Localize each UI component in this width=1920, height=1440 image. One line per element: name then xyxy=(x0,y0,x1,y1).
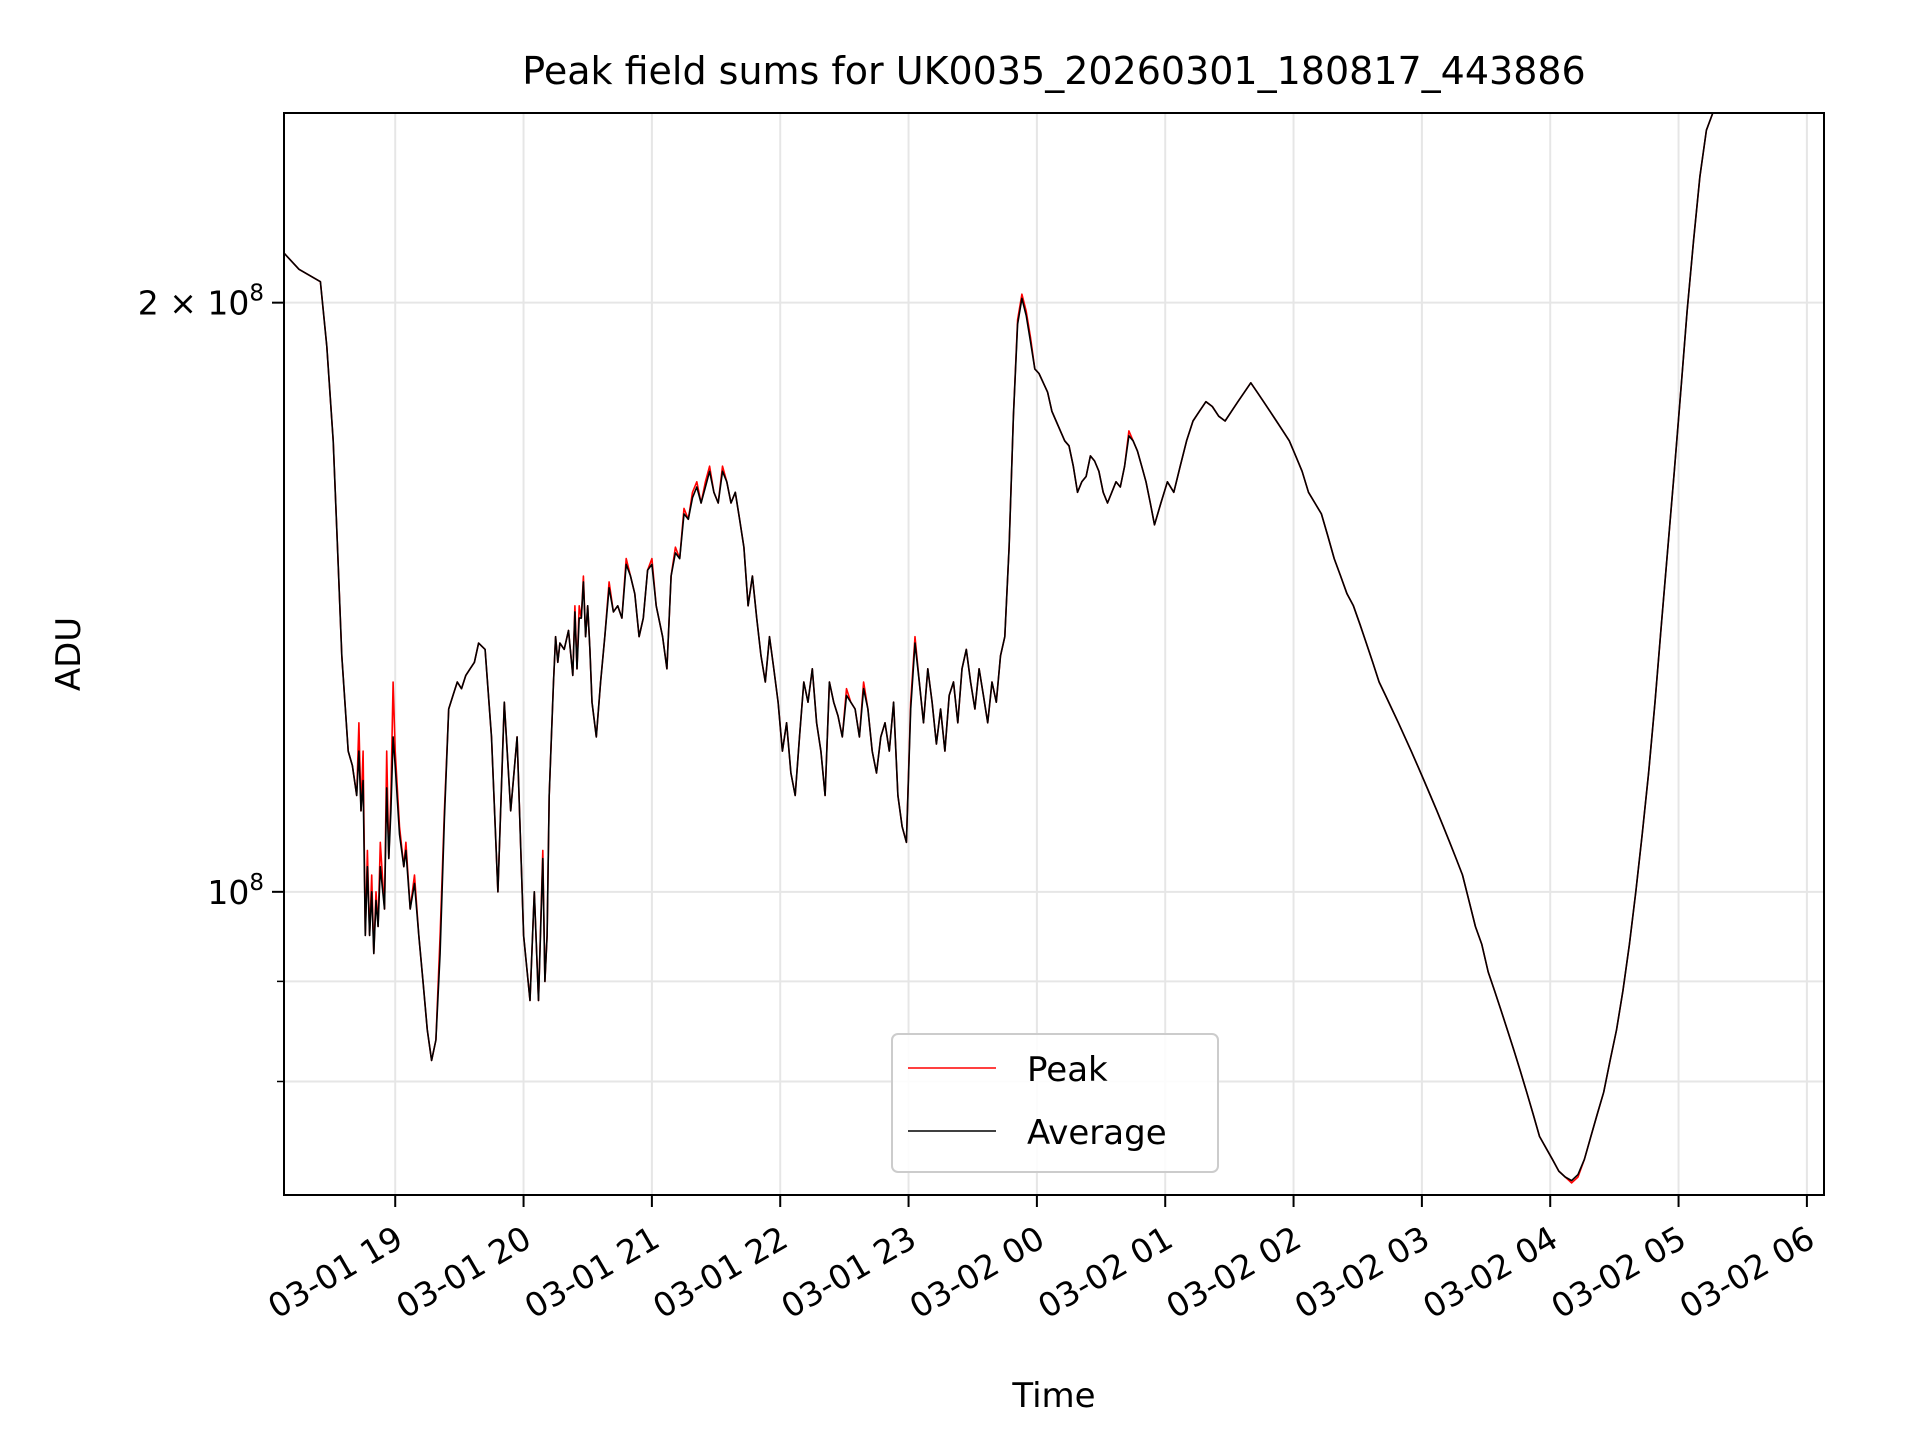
series-layer xyxy=(284,113,1720,1184)
legend-label-peak: Peak xyxy=(1027,1050,1108,1090)
legend: Peak Average xyxy=(891,1033,1219,1173)
y-tick-label: 2 × 108 xyxy=(138,281,264,323)
chart-title: Peak field sums for UK0035_20260301_1808… xyxy=(522,49,1585,93)
y-axis-label: ADU xyxy=(49,617,89,691)
plot-frame xyxy=(283,112,1825,1196)
y-tick-label: 108 xyxy=(207,870,264,912)
x-axis-label: Time xyxy=(1011,1376,1095,1416)
grid xyxy=(284,113,1824,1195)
legend-label-average: Average xyxy=(1027,1113,1167,1153)
series-line-average xyxy=(284,113,1720,1182)
